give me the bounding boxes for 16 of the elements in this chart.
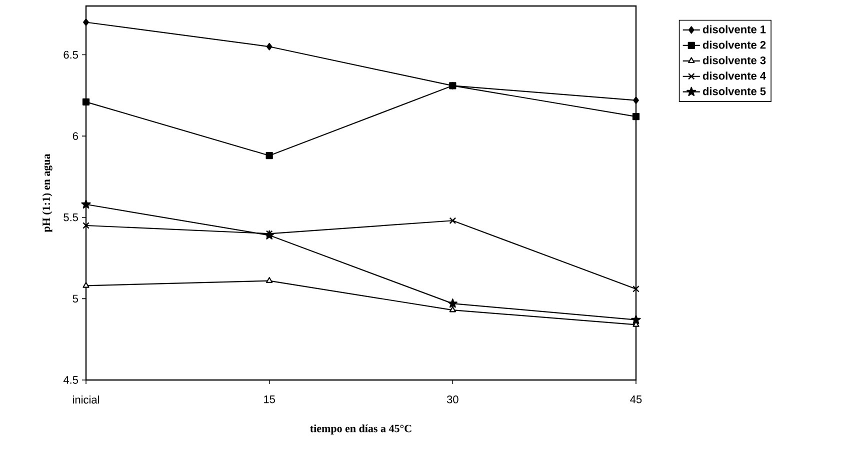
y-tick-label: 6 [72, 132, 78, 140]
x-tick-label: 30 [446, 396, 458, 404]
y-tick-label: 4.5 [63, 376, 78, 384]
x-tick-label: 15 [264, 396, 275, 404]
x-axis-title: tiempo en días a 45°C [310, 424, 412, 434]
legend-label: disolvente 3 [702, 56, 766, 64]
legend-label: disolvente 4 [702, 72, 766, 80]
y-tick-label: 5.5 [64, 214, 78, 222]
legend-label: disolvente 5 [702, 87, 766, 96]
y-tick-label: 6.5 [64, 50, 78, 59]
legend-label: disolvente 1 [702, 25, 766, 34]
x-tick-label: inicial [72, 396, 100, 404]
y-axis-title: pH (1:1) en agua [42, 154, 52, 232]
y-tick-label: 5 [72, 294, 78, 303]
x-tick-label: 45 [630, 396, 642, 404]
legend-label: disolvente 2 [702, 40, 766, 49]
